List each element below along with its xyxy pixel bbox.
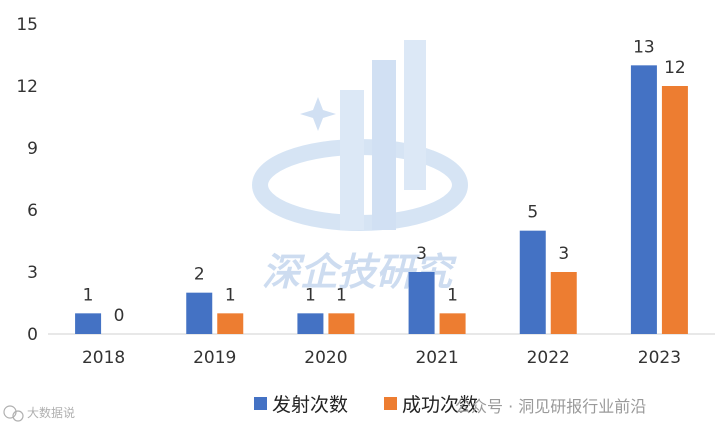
data-label: 13 <box>633 37 655 57</box>
bar <box>186 292 213 334</box>
y-tick-label: 0 <box>27 325 38 345</box>
y-tick-label: 9 <box>27 139 38 159</box>
x-tick-label: 2021 <box>415 348 458 368</box>
y-tick-label: 12 <box>16 77 38 97</box>
bar <box>661 86 688 334</box>
x-tick-label: 2020 <box>304 348 347 368</box>
x-tick-label: 2019 <box>193 348 236 368</box>
legend-swatch-successes <box>384 397 397 410</box>
bar <box>297 313 324 334</box>
legend-swatch-launches <box>254 397 267 410</box>
data-label: 5 <box>527 203 538 223</box>
footer-right-text: 公众号 · 洞见研报行业前沿 <box>455 397 646 416</box>
legend: 发射次数 成功次数 <box>254 394 478 416</box>
y-tick-label: 15 <box>16 15 38 35</box>
data-label: 0 <box>114 306 125 326</box>
bar <box>519 230 546 334</box>
data-label: 3 <box>558 244 569 264</box>
legend-label-successes: 成功次数 <box>402 394 478 416</box>
bar <box>328 313 355 334</box>
bar <box>408 272 435 334</box>
x-axis: 2018 2019 2020 2021 2022 2023 <box>82 348 681 368</box>
footer-left-text: 大数据说 <box>27 405 75 420</box>
data-label: 2 <box>194 265 205 285</box>
bar <box>217 313 244 334</box>
bars <box>75 65 688 334</box>
x-tick-label: 2018 <box>82 348 125 368</box>
data-label: 1 <box>447 285 458 305</box>
footer: 大数据说 公众号 · 洞见研报行业前沿 <box>3 397 646 422</box>
bar <box>439 313 466 334</box>
data-label: 1 <box>336 285 347 305</box>
y-tick-label: 3 <box>27 263 38 283</box>
y-axis: 0 3 6 9 12 15 <box>16 15 38 345</box>
y-tick-label: 6 <box>27 201 38 221</box>
x-tick-label: 2022 <box>527 348 570 368</box>
watermark: 深企技研究 <box>252 40 468 294</box>
bar <box>630 65 657 334</box>
bar <box>550 272 577 334</box>
data-label: 12 <box>664 58 686 78</box>
data-label: 1 <box>225 285 236 305</box>
data-label: 1 <box>305 285 316 305</box>
x-tick-label: 2023 <box>638 348 681 368</box>
bar <box>75 313 102 334</box>
building-logo-icon <box>252 40 468 231</box>
data-label: 1 <box>83 285 94 305</box>
legend-label-launches: 发射次数 <box>272 394 348 416</box>
wechat-icon <box>3 405 24 422</box>
data-label: 3 <box>416 244 427 264</box>
